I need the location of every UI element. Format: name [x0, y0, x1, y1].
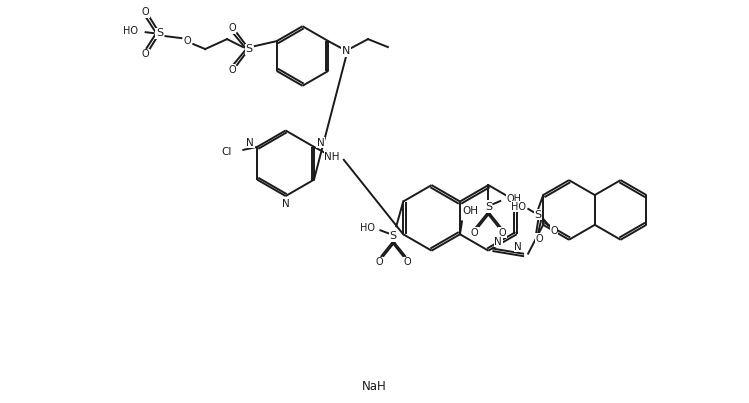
Text: N: N [246, 138, 254, 148]
Text: HO: HO [512, 202, 527, 212]
Text: O: O [470, 228, 479, 238]
Text: N: N [515, 242, 522, 252]
Text: Cl: Cl [221, 147, 231, 157]
Text: O: O [142, 7, 149, 17]
Text: S: S [156, 28, 163, 38]
Text: O: O [228, 65, 236, 75]
Text: O: O [536, 234, 543, 244]
Text: O: O [404, 257, 411, 267]
Text: S: S [485, 202, 492, 212]
Text: OH: OH [506, 194, 521, 204]
Text: O: O [142, 49, 149, 59]
Text: O: O [184, 36, 191, 46]
Text: N: N [282, 199, 290, 209]
Text: O: O [498, 228, 506, 238]
Text: N: N [317, 138, 325, 148]
Text: OH: OH [462, 206, 478, 216]
Text: O: O [551, 226, 558, 236]
Text: O: O [228, 23, 236, 33]
Text: N: N [342, 46, 351, 56]
Text: HO: HO [123, 26, 138, 36]
Text: O: O [375, 257, 383, 267]
Text: S: S [535, 210, 542, 220]
Text: NH: NH [324, 152, 339, 162]
Text: N: N [494, 237, 502, 247]
Text: S: S [246, 44, 252, 54]
Text: S: S [389, 231, 397, 241]
Text: HO: HO [360, 223, 375, 233]
Text: NaH: NaH [362, 380, 386, 393]
